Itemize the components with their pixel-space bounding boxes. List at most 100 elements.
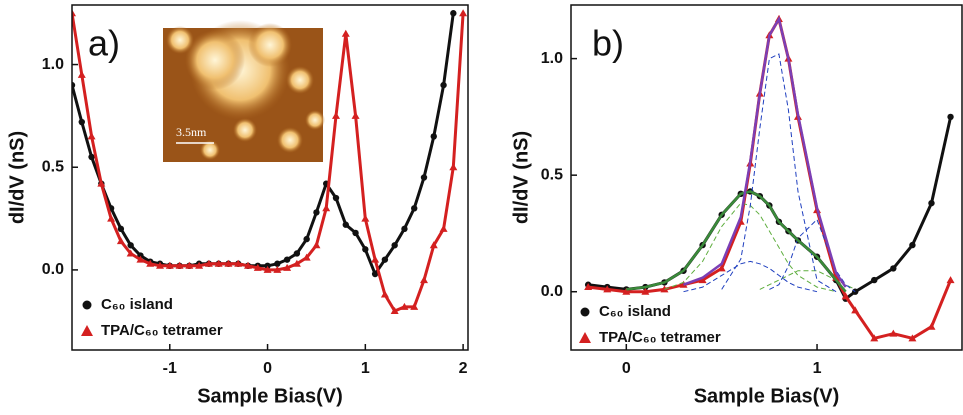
point xyxy=(313,209,320,216)
point xyxy=(698,276,707,284)
point xyxy=(341,29,350,37)
plot-frame xyxy=(570,4,963,351)
x-tick-label: -1 xyxy=(163,360,177,377)
x-tick-label: 1 xyxy=(813,360,822,377)
fit-line xyxy=(683,260,818,293)
point xyxy=(440,81,447,89)
point xyxy=(430,133,437,140)
fit-line xyxy=(721,53,837,293)
point xyxy=(332,194,340,202)
point xyxy=(841,292,850,300)
fit-line xyxy=(769,218,856,293)
point xyxy=(244,261,252,269)
point xyxy=(851,288,859,295)
point xyxy=(303,235,310,243)
point xyxy=(381,256,389,263)
point xyxy=(204,259,213,267)
point xyxy=(253,263,262,271)
point xyxy=(87,132,96,140)
point xyxy=(352,229,359,237)
point xyxy=(146,259,155,267)
point xyxy=(156,261,164,269)
point xyxy=(420,174,428,181)
point xyxy=(439,224,448,232)
point xyxy=(195,261,204,269)
point xyxy=(851,306,860,314)
point xyxy=(214,259,223,267)
point xyxy=(264,262,271,270)
point xyxy=(175,261,184,269)
point xyxy=(909,241,916,249)
legend-marker xyxy=(579,332,591,343)
point xyxy=(622,287,631,295)
point xyxy=(890,265,897,272)
panel-label: b) xyxy=(592,23,624,64)
x-axis-title: Sample Bias(V) xyxy=(694,385,840,407)
point xyxy=(107,214,116,222)
point xyxy=(234,259,243,267)
point xyxy=(870,334,879,342)
point xyxy=(947,113,954,121)
point xyxy=(224,259,233,267)
point xyxy=(927,322,936,330)
point xyxy=(401,225,408,233)
legend-label: C₆₀ island xyxy=(101,296,173,313)
point xyxy=(584,283,593,291)
fit-line xyxy=(664,202,837,293)
y-tick-label: 1.0 xyxy=(42,56,64,73)
inset-image: 3.5nm xyxy=(163,20,325,162)
point xyxy=(273,265,282,273)
point xyxy=(116,237,125,245)
point xyxy=(908,334,917,342)
point xyxy=(72,81,76,89)
point xyxy=(449,163,458,171)
point xyxy=(322,204,331,212)
x-tick-label: 1 xyxy=(361,360,370,377)
point xyxy=(391,242,398,249)
y-tick-label: 0.0 xyxy=(541,283,563,300)
point xyxy=(77,70,86,78)
point xyxy=(283,256,291,263)
y-axis-title: dI/dV (nS) xyxy=(510,131,532,224)
fit-line xyxy=(683,15,847,288)
point xyxy=(450,10,457,17)
plot-frame xyxy=(71,4,469,351)
point xyxy=(72,9,76,17)
y-tick-label: 0.5 xyxy=(541,166,563,183)
legend-label: TPA/C₆₀ tetramer xyxy=(599,329,721,346)
point xyxy=(429,241,438,249)
point xyxy=(332,111,340,119)
point xyxy=(283,263,292,271)
point xyxy=(293,250,301,257)
point xyxy=(165,261,174,269)
point xyxy=(390,306,399,314)
point xyxy=(263,265,272,273)
point xyxy=(420,276,428,284)
legend-marker xyxy=(81,325,93,336)
legend-marker xyxy=(580,307,590,317)
y-tick-label: 1.0 xyxy=(541,50,563,67)
point xyxy=(274,260,281,267)
legend-label: TPA/C₆₀ tetramer xyxy=(101,322,223,339)
x-tick-label: 2 xyxy=(459,360,468,377)
y-tick-label: 0.5 xyxy=(42,158,64,175)
point xyxy=(603,285,612,293)
point xyxy=(302,253,311,261)
point xyxy=(889,329,898,337)
point xyxy=(641,287,650,295)
point xyxy=(371,255,380,263)
point xyxy=(400,302,409,310)
point xyxy=(117,225,125,233)
point xyxy=(362,246,369,253)
point xyxy=(371,270,379,278)
point xyxy=(342,221,349,228)
point xyxy=(78,118,85,126)
point xyxy=(928,199,935,207)
y-axis-title: dI/dV (nS) xyxy=(6,131,28,224)
point xyxy=(292,259,301,267)
panel-label: a) xyxy=(88,23,120,64)
point xyxy=(97,179,106,187)
point xyxy=(411,205,418,212)
legend-marker xyxy=(82,300,92,310)
